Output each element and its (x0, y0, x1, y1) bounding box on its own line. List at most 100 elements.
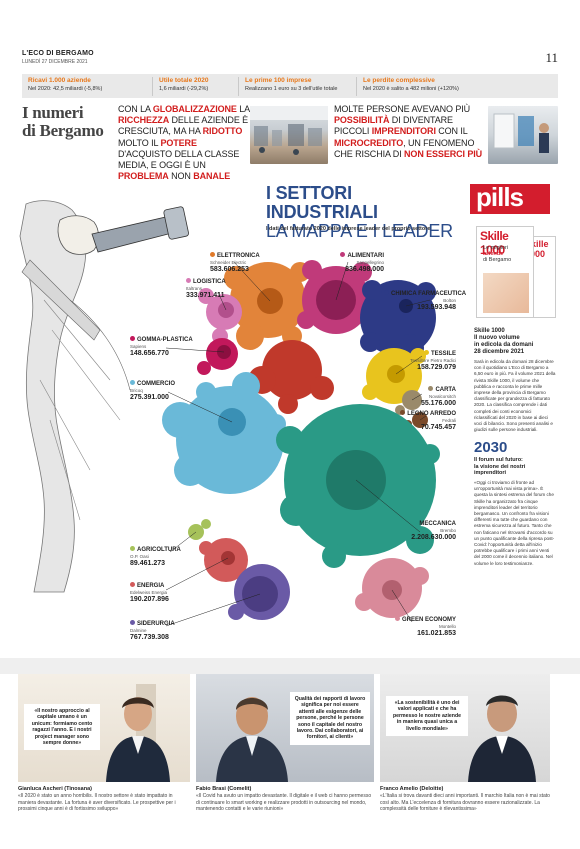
sector-name: CARTA (384, 386, 456, 393)
sector-company: Sanpellegrino (356, 260, 384, 265)
bubble-cluster-commercio (162, 372, 286, 494)
sector-name-text: MECCANICA (419, 521, 456, 527)
side-title: Skille 1000 Il nuovo volume in edicola d… (474, 328, 556, 356)
sector-name-text: GREEN ECONOMY (401, 617, 456, 623)
side-title-line3: in edicola da domani (474, 342, 534, 348)
pills-banner: pills (470, 182, 550, 214)
portrait-amelio (468, 695, 536, 782)
sector-name-text: ELETTRONICA (217, 253, 260, 259)
portrait-brasi (216, 697, 288, 782)
person-photo-ascheri: «Il nostro approccio al capitale umano è… (18, 674, 190, 782)
intro-text-segment: DELLE AZIENDE È CRESCIUTA, MA HA (118, 115, 249, 137)
sector-value: 2.208.630.000 (411, 534, 456, 541)
highlight-word: PROBLEMA (118, 171, 169, 182)
sector-label-gomma: GOMMA-PLASTICA Sapiens 148.656.770 (130, 336, 193, 357)
factory-photo (250, 106, 328, 164)
sector-name-text: LEGNO ARREDO (407, 411, 456, 417)
sector-value: 89.461.273 (130, 560, 166, 567)
sector-company: Dalmine (130, 628, 147, 633)
side-subtitle-line3: imprenditori (474, 470, 507, 477)
pills-label: pills (476, 182, 524, 212)
intro-text-segment: MOLTO IL (118, 137, 161, 148)
infographic-title-line1: I SETTORI INDUSTRIALI (266, 183, 378, 222)
sector-company: Fedrali (442, 418, 456, 423)
intro-text-segment: D'ACQUISTO DELLA CLASSE MEDIA, E OGGI È … (118, 148, 240, 171)
sector-value: 333.971.411 (186, 292, 225, 299)
sector-name: ENERGIA (130, 582, 169, 589)
intro-text-segment: LA (236, 104, 250, 114)
sector-label-meccanica: MECCANICA Brembo 2.208.630.000 (384, 520, 456, 541)
magazine-cover-front: Skille 1000 Le migliori aziende di Berga… (476, 226, 534, 318)
page-header: L'ECO DI BERGAMO LUNEDÌ 27 DICEMBRE 2021… (22, 48, 558, 70)
highlight-word: POTERE (160, 137, 197, 148)
sector-label-commercio: COMMERCIO Bricoq 275.391.000 (130, 380, 175, 401)
sector-dot (130, 620, 135, 625)
person-quote: Qualità dei rapporti di lavoro significa… (290, 692, 370, 745)
section-title-line1: I numeri (22, 103, 84, 122)
sector-company: Bricoq (130, 388, 143, 393)
sector-dot (428, 386, 434, 391)
newspaper-name: L'ECO DI BERGAMO (22, 50, 94, 57)
sector-name-text: LOGISTICA (193, 279, 226, 285)
side-subtitle-line2: la visione dei nostri (474, 463, 526, 470)
factory-photo-graphic (250, 106, 328, 155)
key-figure-text: 1,6 miliardi (-29,2%) (159, 86, 209, 92)
magazine-back-brand: Skille 1000 (525, 239, 549, 259)
highlight-word: BANALE (193, 171, 231, 182)
key-figure-losses: Le perdite complessive Nel 2020 è salito… (356, 77, 459, 96)
sector-name-text: COMMERCIO (137, 381, 175, 387)
magazine-cover-line1: Le migliori (483, 245, 509, 251)
sector-dot (130, 546, 135, 551)
sector-name: LOGISTICA (186, 278, 226, 285)
sector-dot (130, 380, 135, 385)
side-title-line2: Il nuovo volume (474, 335, 520, 341)
sector-name: LEGNO ARREDO (384, 410, 456, 417)
intro-row: I numeri di Bergamo CON LA GLOBALIZZAZIO… (22, 103, 558, 181)
sector-name-text: GOMMA-PLASTICA (137, 337, 193, 343)
sector-dot (400, 410, 406, 415)
intro-text-segment: , UN FENOMENO CHE RISCHIA DI (334, 137, 475, 159)
sector-name-text: ENERGIA (137, 583, 165, 589)
sector-value: 190.207.896 (130, 596, 169, 603)
sector-name: GOMMA-PLASTICA (130, 336, 193, 343)
telescope-man-illustration (19, 200, 189, 593)
sector-label-legno: LEGNO ARREDO Fedrali 70.745.457 (384, 410, 456, 431)
infographic-title: I SETTORI INDUSTRIALI LA MAPPA E I LEADE… (266, 184, 466, 241)
sector-dot (412, 520, 418, 525)
sector-company: Novalcorsitch (428, 394, 456, 399)
issue-date: LUNEDÌ 27 DICEMBRE 2021 (22, 59, 88, 65)
sector-bubble-map (19, 200, 440, 627)
person-name: Gianluca Ascheri (Tinosana) (18, 786, 92, 792)
sector-company: Schneider Electric (210, 260, 247, 265)
person-caption-brasi: Fabio Brasi (Comelit) «Il Covid ha avuto… (196, 786, 374, 813)
side-subtitle-line1: Il forum sul futuro: (474, 457, 523, 464)
person-photo-brasi: Qualità dei rapporti di lavoro significa… (196, 674, 374, 782)
sector-value: 583.606.253 (210, 266, 249, 273)
sector-label-elettronica: ELETTRONICA Schneider Electric 583.606.2… (210, 252, 260, 273)
intro-text-segment: CON LA (118, 104, 153, 114)
sector-dot (423, 350, 429, 355)
sector-company: Italtrans (186, 286, 203, 291)
person-photo-amelio: «La sostenibilità è uno dei valori appli… (380, 674, 550, 782)
person-quote: «Il nostro approccio al capitale umano è… (24, 704, 100, 751)
highlight-word: GLOBALIZZAZIONE (152, 104, 237, 114)
sector-label-logistica: LOGISTICA Italtrans 333.971.411 (186, 278, 226, 299)
sector-name-text: ALIMENTARI (347, 253, 384, 259)
portrait-ascheri (106, 684, 170, 782)
sector-value: 767.739.308 (130, 634, 169, 641)
sector-label-chimica: CHIMICA FARMACEUTICA Bolton 193.593.948 (384, 290, 466, 311)
sector-value: 158.729.079 (417, 364, 456, 371)
sector-company: Tessiltore Pietro Radici (410, 358, 456, 363)
intro-text-segment: MOLTE PERSONE AVEVANO PIÙ (334, 104, 471, 114)
key-figure-profit: Utile totale 2020 1,6 miliardi (-29,2%) (152, 77, 209, 96)
magazine-cover-text: Le migliori aziende di Bergamo (483, 245, 511, 263)
key-figure-title: Le perdite complessive (363, 77, 435, 84)
sector-label-siderurgia: SIDERURGIA Dalmine 767.739.308 (130, 620, 175, 641)
side-body: Sarà in edicola da domani 28 dicembre co… (474, 359, 556, 433)
sector-company: Brembo (440, 528, 456, 533)
section-title-line2: di Bergamo (22, 121, 104, 140)
sector-name: MECCANICA (384, 520, 456, 527)
sector-name-text: AGRICOLTURA (137, 547, 181, 553)
sector-company: Sapiens (130, 344, 147, 349)
sector-label-carta: CARTA Novalcorsitch 55.176.000 (384, 386, 456, 407)
